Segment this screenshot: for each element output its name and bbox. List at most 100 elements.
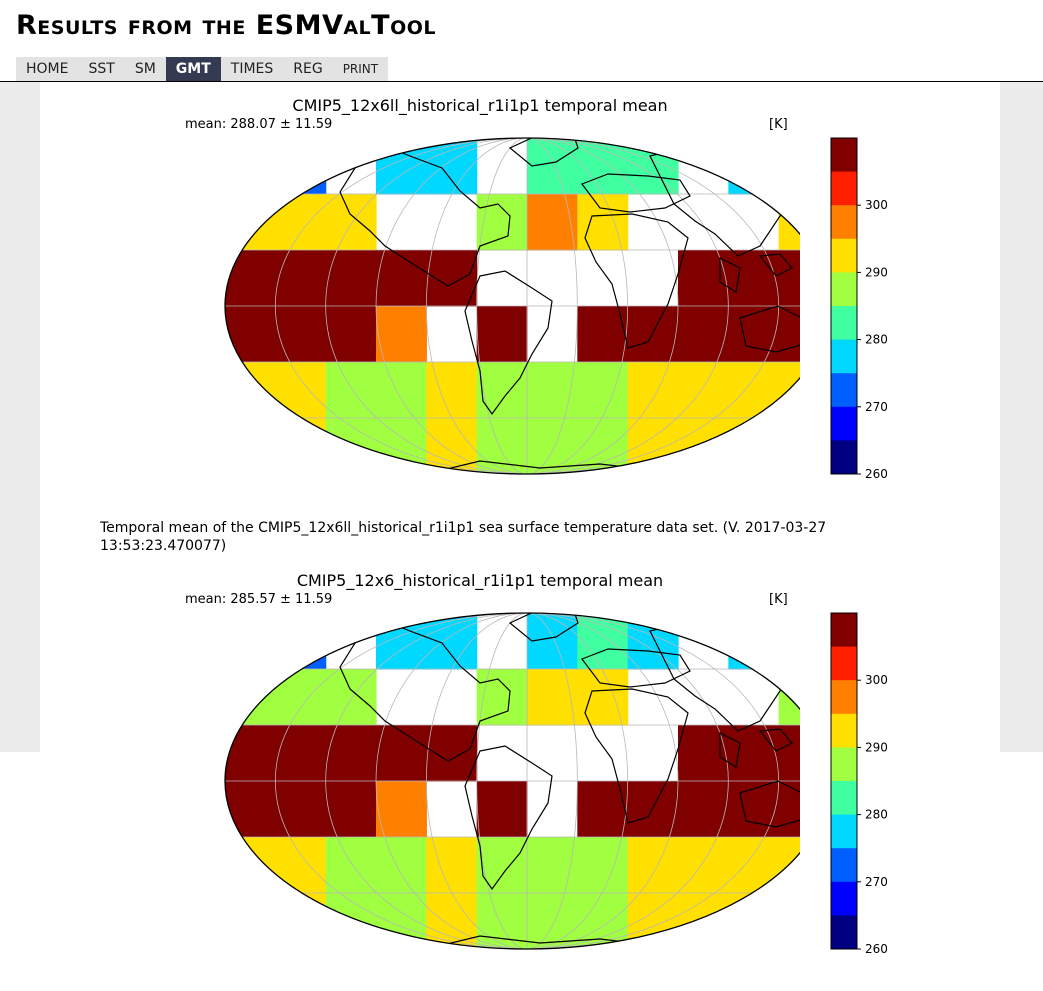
map-cell (778, 725, 800, 782)
colorbar: 300 290 280 270 260 (830, 137, 888, 481)
nav-reg-tab[interactable]: REG (283, 57, 333, 81)
map-cell (376, 837, 427, 894)
map-cell (225, 613, 276, 670)
map-cell (476, 837, 528, 894)
map-cell (627, 306, 679, 363)
colorbar-tick-label: 300 (865, 673, 888, 687)
map-cell (728, 362, 780, 419)
colorbar-segment (831, 272, 857, 307)
colorbar-segment (831, 848, 857, 883)
map-cell (728, 893, 780, 949)
colorbar-segment (831, 613, 857, 647)
nav-home-tab[interactable]: HOME (16, 57, 79, 81)
colorbar-segment (831, 339, 857, 374)
map-cell (275, 893, 327, 949)
colorbar-segment (831, 646, 857, 681)
map-cell (728, 725, 780, 782)
coastline (339, 620, 511, 762)
nav-times-tab[interactable]: TIMES (220, 57, 284, 81)
colorbar-segment (831, 747, 857, 782)
colorbar-tick-label: 260 (865, 467, 888, 481)
colorbar-tick-label: 270 (865, 875, 888, 889)
map-cell (275, 306, 327, 363)
map-cell (778, 362, 800, 419)
page-title: Results from the ESMValTool (16, 10, 436, 41)
map-cell (577, 613, 629, 670)
figure-unit-label: [K] (769, 117, 788, 132)
map-cell (325, 781, 377, 838)
map-cell (426, 362, 478, 419)
coastline (508, 613, 579, 642)
map-cell (225, 194, 276, 251)
nav-bar: HOME SST SM GMT TIMES REG PRINT (16, 57, 389, 81)
map-cell (778, 837, 800, 894)
colorbar-segment (831, 680, 857, 715)
map-cell (325, 669, 377, 726)
figure-mean-label: mean: 285.57 ± 11.59 (185, 592, 333, 607)
map-cell (426, 418, 478, 474)
colorbar-tick-label: 290 (865, 265, 888, 279)
colorbar-tick-label: 290 (865, 740, 888, 754)
map-plot (224, 612, 800, 950)
map-cell (527, 194, 578, 251)
map-cell (275, 725, 327, 782)
map-cell (476, 362, 528, 419)
map-cell (376, 362, 427, 419)
right-margin (1000, 82, 1043, 752)
colorbar-segment (831, 814, 857, 849)
map-cell (627, 613, 679, 670)
left-margin (0, 82, 40, 752)
map-cell (426, 725, 478, 782)
map-cell (778, 893, 800, 949)
map-cell (678, 306, 729, 363)
figure-2: CMIP5_12x6_historical_r1i1p1 temporal me… (40, 571, 1000, 991)
nav-print-tab[interactable]: PRINT (332, 57, 389, 81)
map-cell (577, 837, 629, 894)
map-cell (225, 250, 276, 307)
map-cell (325, 306, 377, 363)
map-cell (778, 781, 800, 838)
nav-sm-tab[interactable]: SM (124, 57, 166, 81)
map-cell (728, 418, 780, 474)
colorbar-segment (831, 915, 857, 950)
figure-title: CMIP5_12x6_historical_r1i1p1 temporal me… (296, 571, 664, 590)
nav-sst-tab[interactable]: SST (78, 57, 125, 81)
map-cell (778, 306, 800, 363)
map-cell (577, 138, 629, 195)
map-cell (476, 781, 528, 838)
map-cell (627, 418, 679, 474)
map-cell (627, 837, 679, 894)
map-cell (275, 781, 327, 838)
map-cell (728, 306, 780, 363)
colorbar-tick-label: 300 (865, 198, 888, 212)
figure-1: CMIP5_12x6ll_historical_r1i1p1 temporal … (40, 96, 1000, 516)
coastline (581, 173, 691, 213)
colorbar-segment (831, 713, 857, 748)
map-cell (275, 250, 327, 307)
nav-gmt-tab[interactable]: GMT (165, 57, 221, 81)
colorbar-segment (831, 138, 857, 172)
colorbar-frame (830, 137, 858, 475)
colorbar-tick-label: 280 (865, 808, 888, 822)
map-cell (728, 250, 780, 307)
figure-title: CMIP5_12x6ll_historical_r1i1p1 temporal … (292, 96, 668, 115)
map-cell (728, 837, 780, 894)
map-cell (225, 837, 276, 894)
figure-unit-label: [K] (769, 592, 788, 607)
map-cell (678, 362, 729, 419)
coastline (508, 138, 579, 167)
map-cell (426, 250, 478, 307)
colorbar-segment (831, 373, 857, 408)
figure-mean-label: mean: 288.07 ± 11.59 (185, 117, 333, 132)
map-cell (577, 669, 629, 726)
map-cell (225, 725, 276, 782)
map-cell (275, 613, 327, 670)
coastline (719, 257, 741, 293)
map-cell (275, 194, 327, 251)
map-cell (376, 725, 427, 782)
map-cell (225, 138, 276, 195)
colorbar-segment (831, 440, 857, 475)
coastline (584, 213, 689, 349)
colorbar-segment (831, 406, 857, 441)
map-cell (577, 194, 629, 251)
